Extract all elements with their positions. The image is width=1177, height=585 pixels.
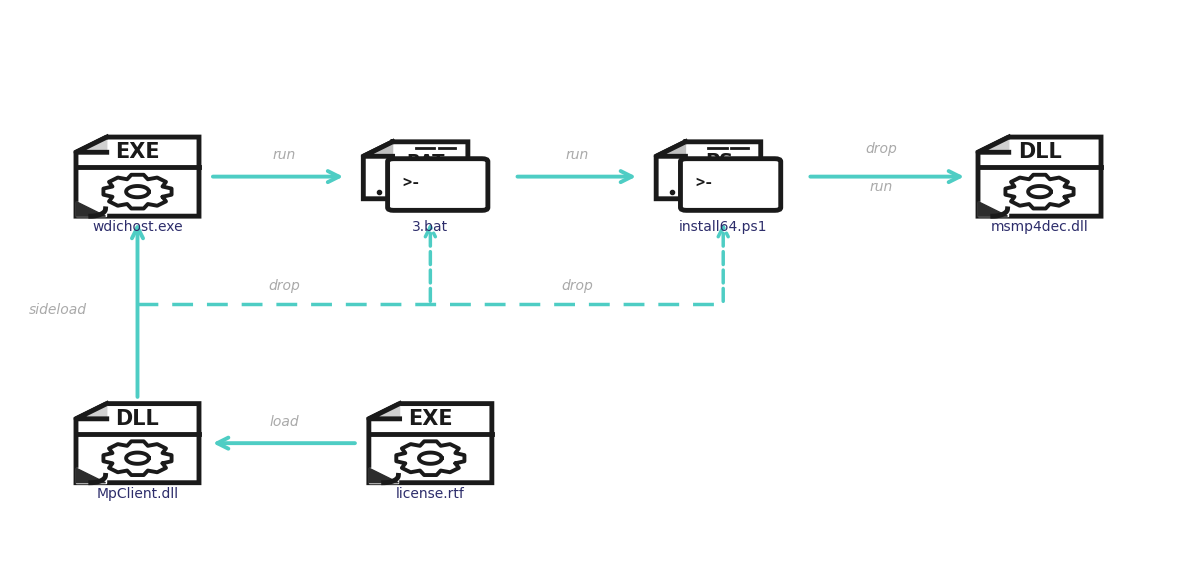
Polygon shape — [368, 404, 400, 419]
Text: EXE: EXE — [408, 409, 453, 429]
Polygon shape — [368, 468, 398, 483]
Text: DLL: DLL — [1018, 142, 1062, 162]
Polygon shape — [77, 137, 107, 152]
Text: BAT: BAT — [407, 153, 445, 171]
Polygon shape — [77, 137, 199, 216]
Polygon shape — [419, 453, 441, 464]
Polygon shape — [657, 142, 760, 199]
Polygon shape — [77, 404, 107, 419]
Polygon shape — [368, 404, 492, 483]
Text: drop: drop — [865, 142, 897, 156]
Text: 3.bat: 3.bat — [412, 220, 448, 234]
Text: sideload: sideload — [28, 303, 87, 317]
Text: run: run — [870, 180, 893, 194]
Text: load: load — [270, 415, 299, 429]
Text: >-: >- — [403, 175, 420, 190]
Polygon shape — [104, 175, 172, 208]
Polygon shape — [978, 137, 1100, 216]
Text: PS: PS — [705, 152, 733, 171]
Text: run: run — [565, 148, 588, 162]
Polygon shape — [104, 441, 172, 475]
Polygon shape — [126, 453, 148, 464]
Text: msmp4dec.dll: msmp4dec.dll — [991, 220, 1089, 234]
Polygon shape — [978, 202, 1008, 216]
Polygon shape — [77, 468, 106, 483]
Polygon shape — [77, 202, 106, 216]
Polygon shape — [364, 142, 468, 199]
Text: install64.ps1: install64.ps1 — [679, 220, 767, 234]
Polygon shape — [397, 441, 465, 475]
FancyBboxPatch shape — [680, 159, 780, 211]
Text: DLL: DLL — [115, 409, 159, 429]
Polygon shape — [1029, 186, 1051, 197]
Text: run: run — [272, 148, 295, 162]
Polygon shape — [77, 404, 199, 483]
Text: drop: drop — [268, 278, 300, 292]
Polygon shape — [77, 468, 106, 483]
Polygon shape — [978, 202, 1008, 216]
Polygon shape — [126, 186, 148, 197]
Polygon shape — [657, 142, 685, 156]
FancyBboxPatch shape — [387, 159, 488, 211]
Polygon shape — [978, 137, 1009, 152]
Text: wdichost.exe: wdichost.exe — [92, 220, 182, 234]
Text: MpClient.dll: MpClient.dll — [97, 487, 179, 501]
Text: license.rtf: license.rtf — [395, 487, 465, 501]
Polygon shape — [368, 468, 398, 483]
Polygon shape — [1005, 175, 1073, 208]
Text: >-: >- — [696, 175, 713, 190]
Text: EXE: EXE — [115, 142, 160, 162]
Polygon shape — [364, 142, 393, 156]
Polygon shape — [77, 202, 106, 216]
Text: drop: drop — [561, 278, 593, 292]
